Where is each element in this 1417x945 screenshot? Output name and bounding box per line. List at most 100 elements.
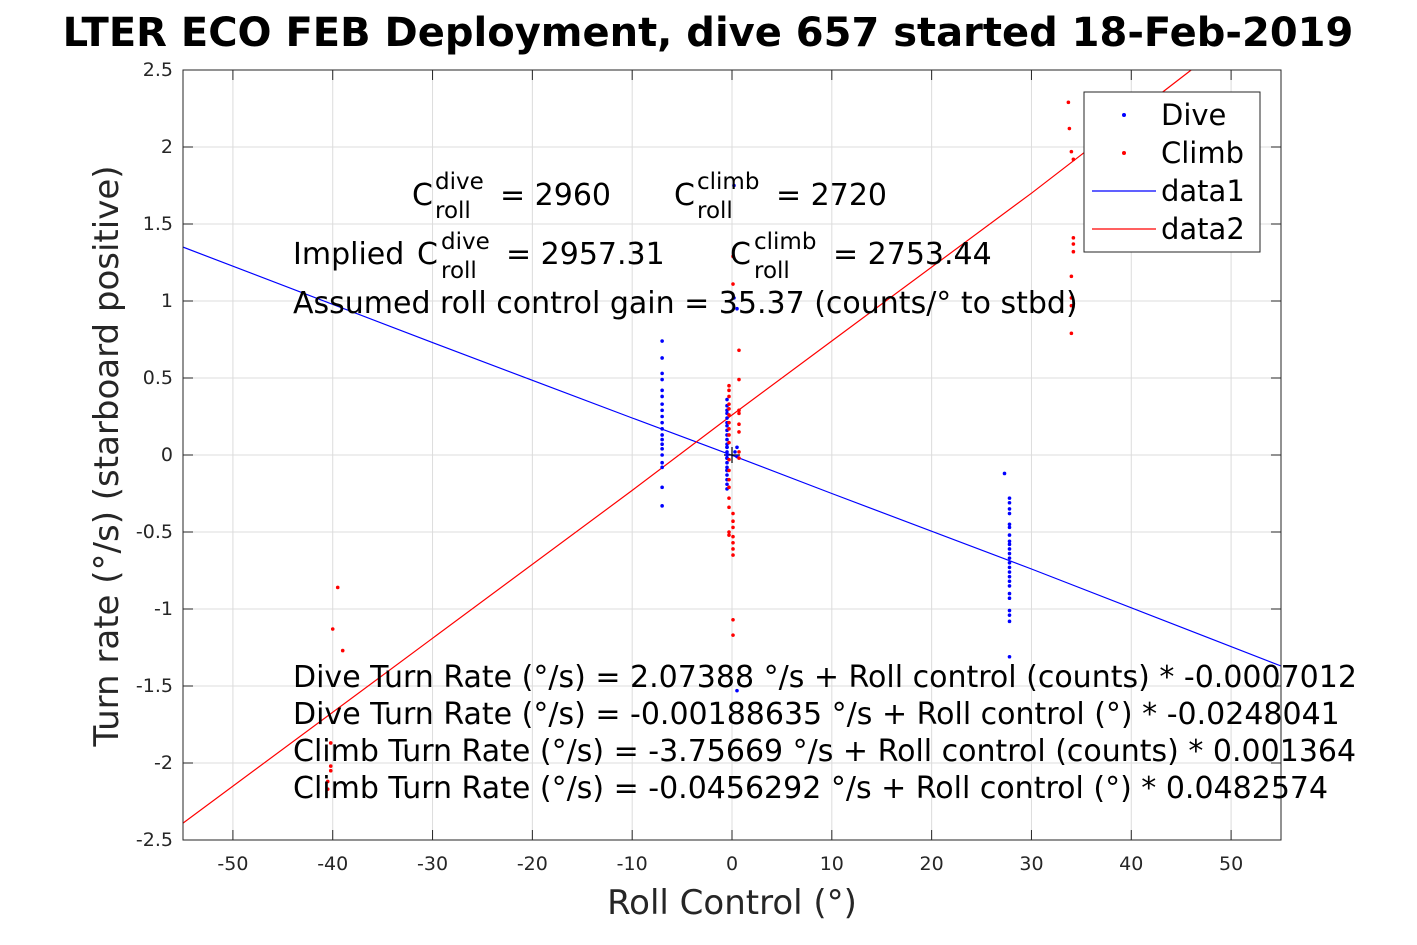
- point-climb: [727, 413, 731, 417]
- point-dive: [735, 688, 739, 693]
- y-tick-label: -2.5: [136, 829, 173, 851]
- point-climb: [727, 477, 731, 482]
- point-dive: [1007, 511, 1012, 516]
- point-climb: [1069, 303, 1074, 308]
- point-dive: [725, 397, 729, 402]
- fit-line-4: Climb Turn Rate (°/s) = -0.0456292 °/s +…: [293, 771, 1328, 806]
- c-roll-climb-sub: roll: [697, 198, 733, 224]
- point-dive: [1007, 613, 1012, 617]
- point-climb: [727, 485, 731, 490]
- point-climb: [1071, 242, 1076, 246]
- point-dive: [725, 482, 729, 487]
- point-dive: [660, 402, 664, 406]
- point-climb: [328, 741, 333, 745]
- point-climb: [1067, 126, 1072, 131]
- x-tick-label: -30: [417, 853, 448, 875]
- point-dive: [660, 465, 664, 470]
- point-climb: [731, 534, 735, 539]
- point-dive: [660, 420, 664, 425]
- plot-area: [183, 70, 1281, 824]
- y-tick-label: 1.5: [143, 213, 173, 235]
- point-climb: [737, 408, 741, 413]
- point-dive: [725, 423, 729, 428]
- point-dive: [733, 450, 737, 454]
- implied-climb-value: = 2753.44: [833, 237, 992, 272]
- point-climb: [731, 519, 735, 524]
- c-roll-climb: C climb roll = 2720: [674, 169, 887, 224]
- point-climb: [727, 427, 731, 431]
- point-dive: [725, 445, 729, 450]
- x-tick-label: -50: [217, 853, 248, 875]
- point-climb: [731, 254, 735, 259]
- x-tick-label: 50: [1219, 853, 1243, 875]
- point-dive: [732, 296, 736, 300]
- c-roll-dive-symbol: C: [412, 178, 433, 213]
- point-dive: [725, 465, 729, 470]
- x-axis-label: Roll Control (°): [607, 883, 857, 923]
- point-dive: [725, 437, 729, 442]
- fit-line-3: Climb Turn Rate (°/s) = -3.75669 °/s + R…: [293, 734, 1356, 769]
- point-climb: [737, 456, 741, 460]
- point-dive: [1007, 579, 1012, 584]
- c-roll-climb-sup: climb: [697, 169, 759, 195]
- implied-climb-sub: roll: [754, 258, 790, 284]
- x-tick-label: -10: [617, 853, 648, 875]
- point-dive: [1007, 556, 1012, 560]
- point-climb: [325, 787, 330, 791]
- point-dive: [1007, 525, 1012, 530]
- point-dive: [735, 445, 739, 450]
- gain-annotation: Assumed roll control gain = 35.37 (count…: [293, 286, 1078, 321]
- point-climb: [1071, 249, 1076, 254]
- x-tick-label: 20: [920, 853, 944, 875]
- point-dive: [660, 414, 664, 419]
- y-tick-label: 0: [161, 444, 173, 466]
- point-climb: [1069, 274, 1074, 279]
- point-climb: [731, 511, 735, 516]
- point-climb: [731, 282, 735, 286]
- legend-label-dive: Dive: [1161, 98, 1226, 132]
- y-tick-label: 0.5: [143, 367, 173, 389]
- point-dive: [1007, 496, 1012, 500]
- point-climb: [328, 764, 333, 768]
- point-dive: [1007, 570, 1012, 574]
- legend-box: [1083, 91, 1261, 253]
- implied-label: Implied: [293, 237, 404, 272]
- implied-dive-value: = 2957.31: [506, 237, 665, 272]
- point-climb: [731, 633, 735, 637]
- point-dive: [660, 453, 664, 457]
- c-roll-dive-value: = 2960: [500, 178, 611, 213]
- point-climb: [727, 440, 731, 445]
- point-dive: [660, 339, 664, 343]
- point-dive: [1007, 542, 1012, 547]
- x-tick-label: 40: [1119, 853, 1143, 875]
- point-dive: [732, 183, 736, 188]
- point-dive: [660, 460, 664, 465]
- chart-title: LTER ECO FEB Deployment, dive 657 starte…: [63, 10, 1354, 56]
- c-roll-dive-sup: dive: [435, 169, 484, 195]
- legend-marker-climb: [1122, 151, 1126, 155]
- point-climb: [328, 768, 333, 773]
- point-climb: [1069, 296, 1074, 300]
- point-dive: [660, 442, 664, 447]
- point-dive: [660, 394, 664, 399]
- point-climb: [340, 648, 345, 653]
- point-climb: [727, 394, 731, 399]
- legend-marker-dive: [1122, 113, 1126, 117]
- point-dive: [1007, 574, 1012, 579]
- y-tick-label: 2: [161, 136, 173, 158]
- point-dive: [1007, 500, 1012, 505]
- legend-label-data2: data2: [1161, 212, 1245, 246]
- point-dive: [660, 408, 664, 413]
- fit-line-2: Dive Turn Rate (°/s) = -0.00188635 °/s +…: [293, 697, 1340, 732]
- point-climb: [727, 388, 731, 393]
- implied-dive-symbol: C: [417, 237, 438, 272]
- point-dive: [660, 433, 664, 437]
- y-tick-label: 2.5: [143, 59, 173, 81]
- y-tick-label: -2: [154, 752, 173, 774]
- y-tick-label: -1: [154, 598, 173, 620]
- legend-label-data1: data1: [1161, 174, 1245, 208]
- point-climb: [737, 377, 741, 382]
- point-dive: [660, 377, 664, 382]
- point-dive: [725, 460, 729, 465]
- point-dive: [660, 485, 664, 490]
